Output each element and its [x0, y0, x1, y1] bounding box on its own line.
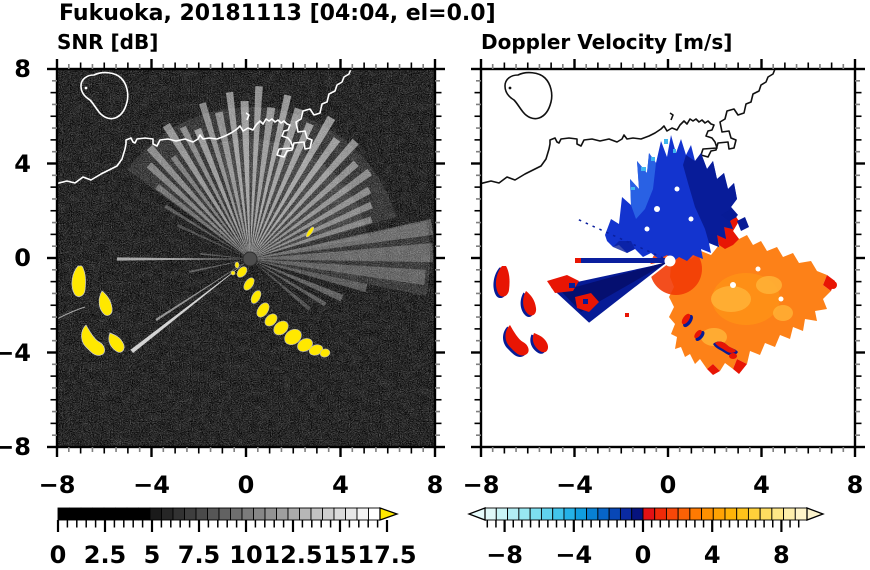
snr-y-tick-label: 4: [14, 149, 31, 178]
doppler-colorbar-tick-label: 4: [703, 541, 721, 569]
snr-colorbar-tick-label: 2.5: [83, 541, 127, 569]
snr-colorbar-tick-label: 0: [49, 541, 67, 569]
doppler-colorbar-tick-label: −4: [555, 541, 593, 569]
snr-panel-title: SNR [dB]: [57, 30, 159, 54]
snr-y-tick-label: −4: [0, 338, 31, 367]
doppler-colorbar-tick-label: −8: [486, 541, 523, 569]
snr-x-tick-label: 8: [426, 471, 444, 499]
doppler-x-tick-label: −8: [462, 471, 500, 499]
snr-colorbar-tick-label: 15: [323, 541, 357, 569]
snr-x-tick-label: −8: [38, 471, 76, 499]
snr-colorbar-tick-label: 5: [143, 541, 161, 569]
snr-y-tick-label: −8: [0, 433, 31, 461]
snr-x-tick-label: 4: [332, 471, 349, 499]
snr-colorbar-tick-label: 12.5: [263, 541, 323, 569]
snr-colorbar-tick-label: 10: [229, 541, 263, 569]
snr-y-tick-label: 8: [14, 55, 31, 83]
snr-x-tick-label: −4: [133, 471, 170, 499]
figure-title: Fukuoka, 20181113 [04:04, el=0.0]: [59, 1, 496, 26]
snr-y-tick-label: 0: [14, 244, 31, 272]
doppler-x-tick-label: 0: [659, 471, 677, 499]
snr-radar-image: [57, 69, 435, 447]
doppler-colorbar-tick-label: 8: [773, 541, 790, 569]
doppler-panel-title: Doppler Velocity [m/s]: [481, 30, 733, 54]
snr-colorbar-tick-label: 17.5: [357, 541, 417, 569]
doppler-colorbar-tick-label: 0: [634, 541, 652, 569]
doppler-x-tick-label: 4: [753, 471, 770, 499]
doppler-radar-image: [481, 69, 855, 447]
snr-x-tick-label: 0: [237, 471, 255, 499]
doppler-x-tick-label: −4: [556, 471, 593, 499]
doppler-x-tick-label: 8: [846, 471, 864, 499]
snr-colorbar-tick-label: 7.5: [177, 541, 221, 569]
